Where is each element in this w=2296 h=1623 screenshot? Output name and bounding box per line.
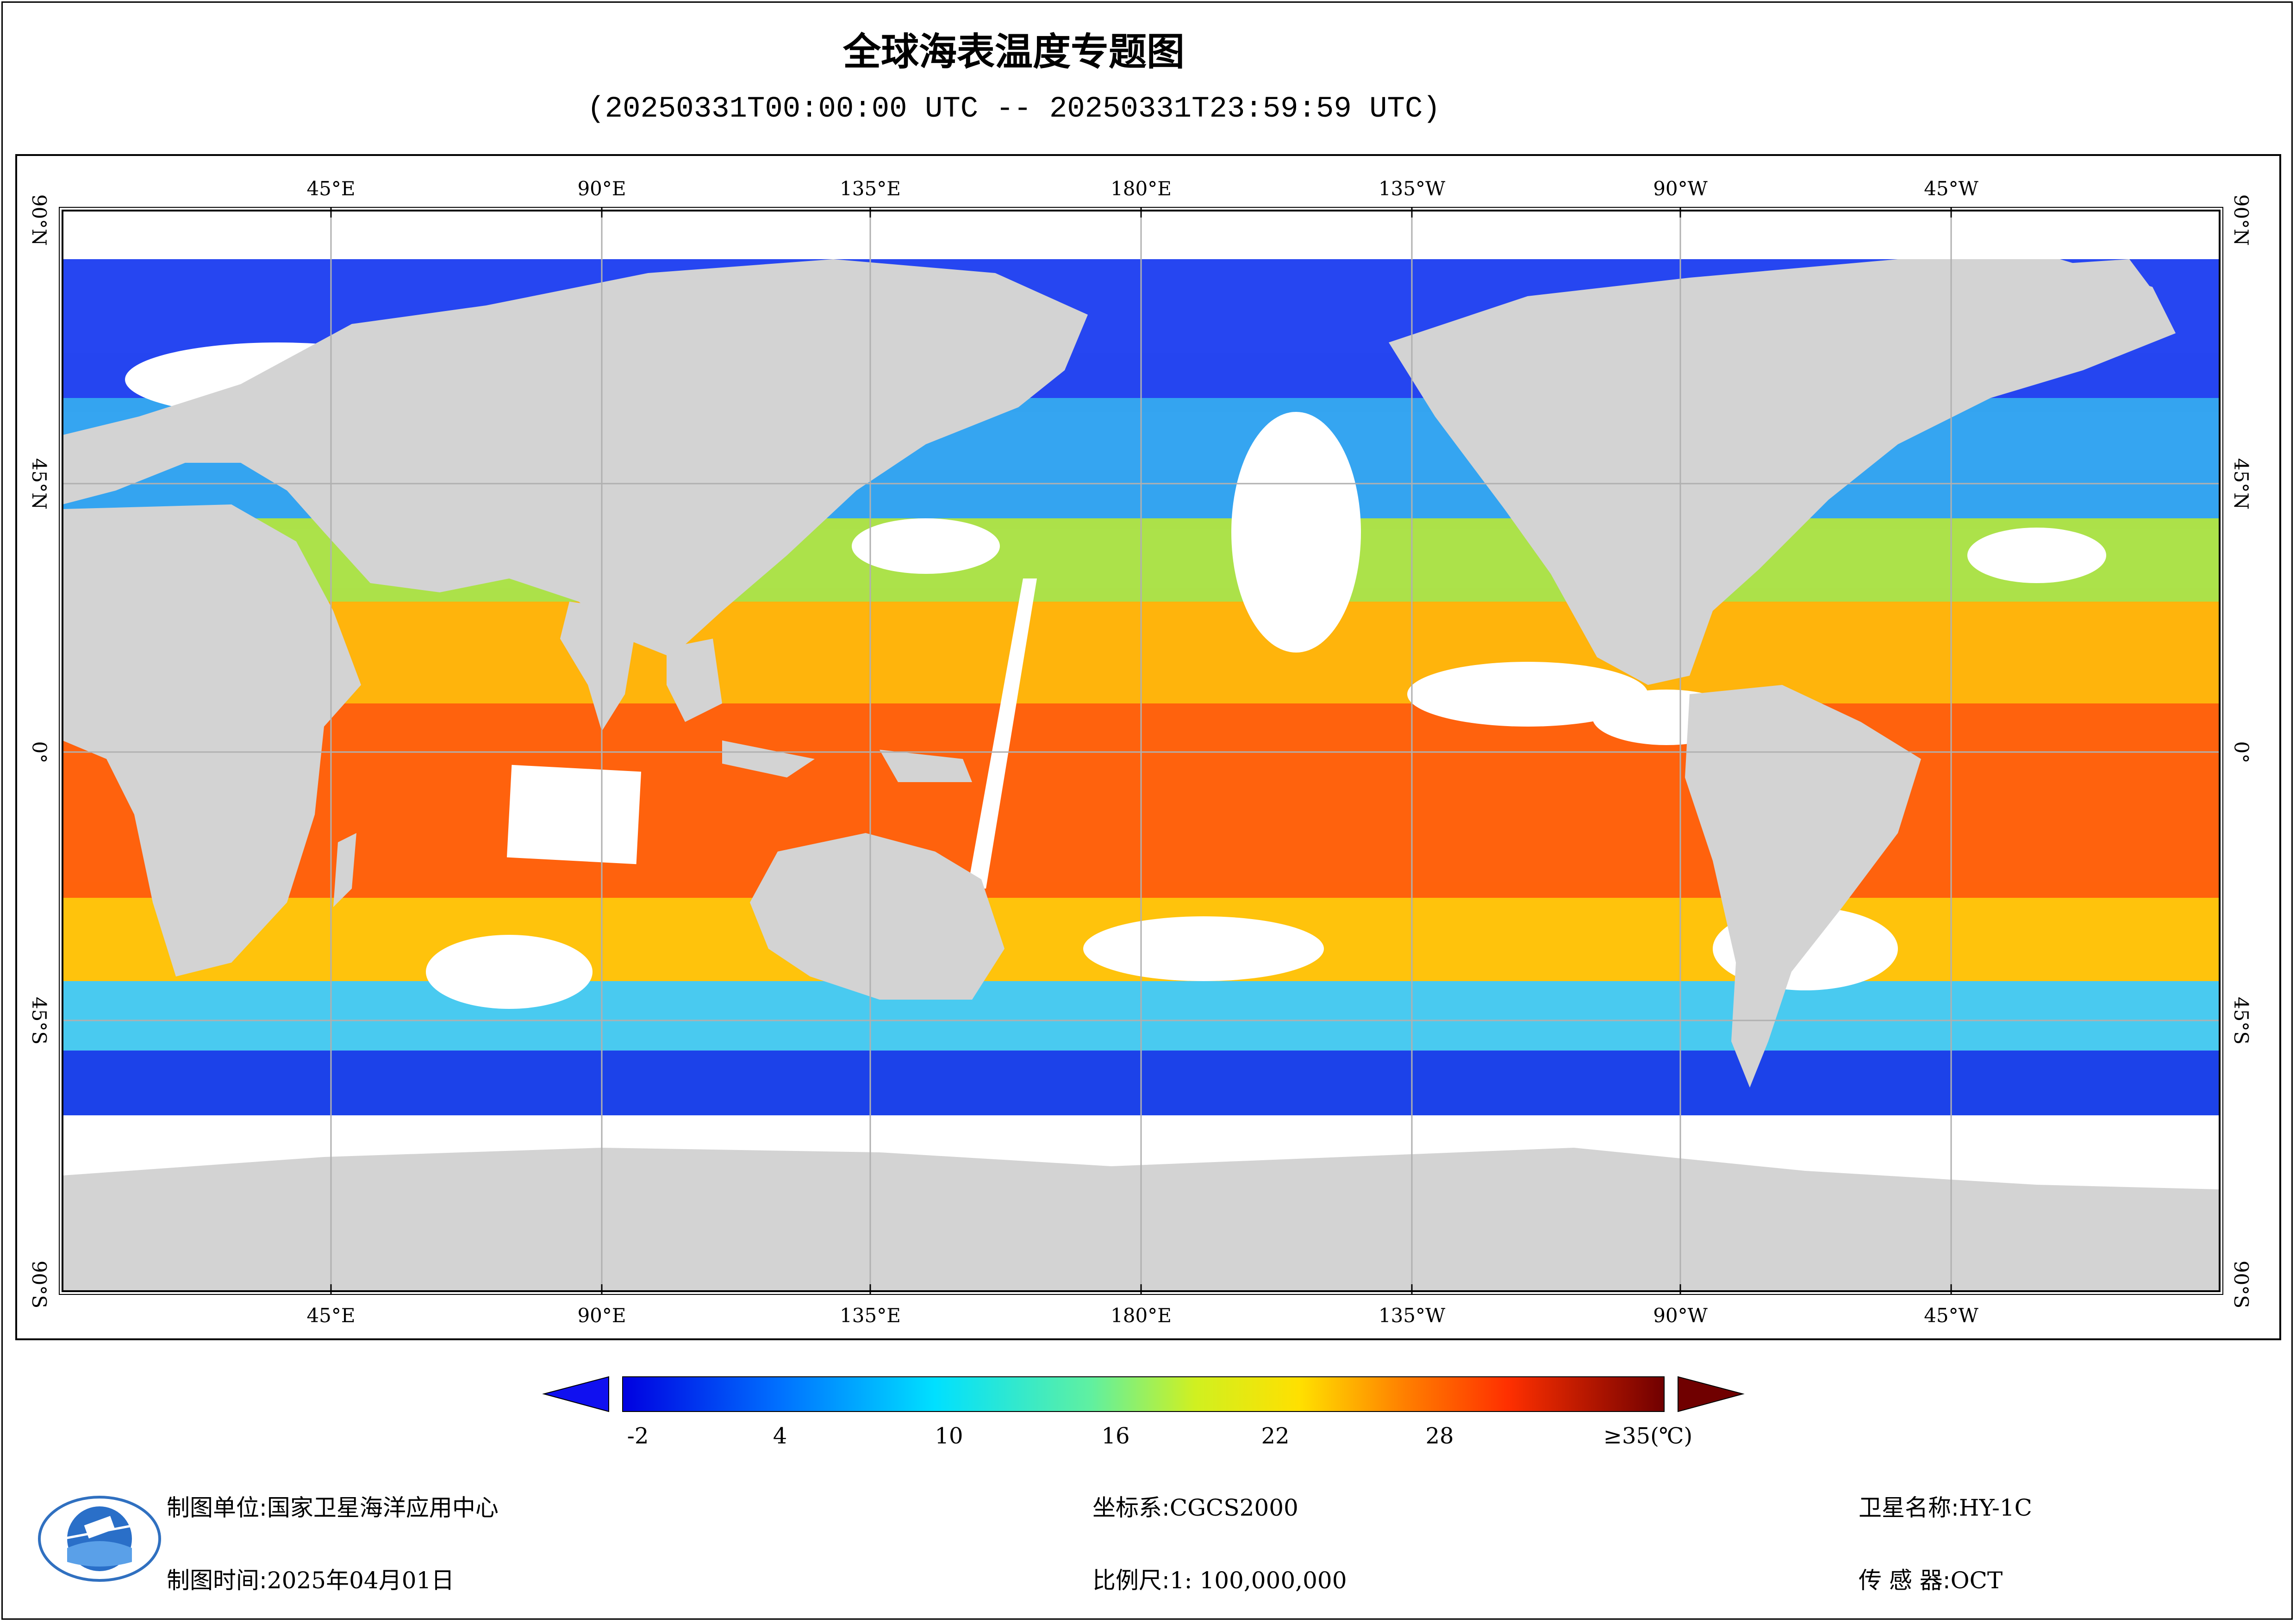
colorbar-label: 10 (935, 1423, 963, 1449)
lon-tick-top: 45°W (1924, 177, 1978, 200)
map-frame (15, 154, 2281, 1340)
coordinate-system: 坐标系:CGCS2000 (1092, 1494, 1298, 1521)
lon-tick-top: 135°W (1378, 177, 1446, 200)
map-title: 全球海表温度专题图 (842, 30, 1185, 74)
colorbar-label: 22 (1261, 1423, 1290, 1449)
lon-tick-bottom: 90°E (577, 1304, 626, 1327)
lon-tick-top: 90°W (1653, 177, 1708, 200)
lon-tick-bottom: 90°W (1653, 1304, 1708, 1327)
colorbar-graphic (542, 1376, 1745, 1412)
lon-tick-bottom: 135°E (840, 1304, 901, 1327)
lat-tick-left: 45°S (28, 996, 51, 1045)
time-range-subtitle: (20250331T00:00:00 UTC -- 20250331T23:59… (587, 93, 1441, 126)
producer-info: 制图单位:国家卫星海洋应用中心 (167, 1494, 499, 1521)
colorbar-under-arrow (542, 1376, 609, 1412)
lon-tick-bottom: 135°W (1378, 1304, 1446, 1327)
lon-tick-top: 135°E (840, 177, 901, 200)
map-scale: 比例尺:1: 100,000,000 (1092, 1567, 1347, 1594)
lat-tick-right: 45°S (2230, 996, 2253, 1045)
colorbar-ramp (622, 1376, 1665, 1412)
lon-tick-bottom: 45°W (1924, 1304, 1978, 1327)
lat-tick-left: 90°S (28, 1260, 51, 1308)
lat-tick-left: 90°N (28, 194, 51, 246)
colorbar-label: 28 (1425, 1423, 1454, 1449)
lat-tick-left: 45°N (28, 458, 51, 510)
colorbar-label: 16 (1101, 1423, 1130, 1449)
lat-tick-right: 90°S (2230, 1260, 2253, 1308)
production-date: 制图时间:2025年04月01日 (167, 1567, 455, 1594)
lon-tick-top: 90°E (577, 177, 626, 200)
colorbar-label: ≥35(℃) (1603, 1423, 1693, 1449)
lat-tick-right: 0° (2230, 741, 2253, 763)
colorbar-label: 4 (773, 1423, 787, 1449)
border-ticks (330, 207, 1952, 1294)
satellite-name: 卫星名称:HY-1C (1859, 1494, 2032, 1521)
lon-tick-top: 45°E (306, 177, 356, 200)
lon-tick-top: 180°E (1111, 177, 1172, 200)
colorbar-over-arrow (1678, 1376, 1745, 1412)
sensor-name: 传 感 器:OCT (1859, 1567, 2003, 1594)
lat-tick-right: 45°N (2230, 458, 2253, 510)
graticule (62, 211, 2220, 1291)
colorbar-label: -2 (627, 1423, 649, 1449)
lon-tick-bottom: 45°E (306, 1304, 356, 1327)
lat-tick-left: 0° (28, 741, 51, 763)
nsoas-logo-icon (38, 1496, 161, 1582)
lat-tick-right: 90°N (2230, 194, 2253, 246)
lon-tick-bottom: 180°E (1111, 1304, 1172, 1327)
